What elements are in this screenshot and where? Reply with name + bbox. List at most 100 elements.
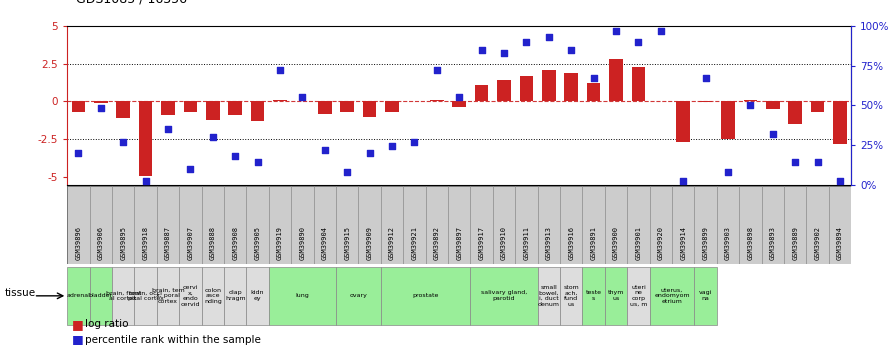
Text: GSM39891: GSM39891 xyxy=(590,226,597,260)
Point xyxy=(541,34,556,40)
Bar xyxy=(116,101,130,118)
Bar xyxy=(206,101,220,120)
Point xyxy=(72,150,86,156)
Bar xyxy=(497,80,511,101)
Text: GSM39906: GSM39906 xyxy=(98,226,104,260)
Point xyxy=(720,169,735,175)
Text: GSM39910: GSM39910 xyxy=(501,226,507,260)
Text: GSM39893: GSM39893 xyxy=(770,226,776,260)
Text: diap
hragm: diap hragm xyxy=(225,290,246,301)
Bar xyxy=(139,101,152,176)
Bar xyxy=(224,267,246,325)
Text: GSM39895: GSM39895 xyxy=(120,226,126,260)
Point xyxy=(295,95,310,100)
Bar xyxy=(363,101,376,117)
Bar xyxy=(717,186,739,264)
Bar xyxy=(833,101,847,144)
Point xyxy=(161,126,176,132)
Text: GSM39921: GSM39921 xyxy=(411,226,418,260)
Bar xyxy=(721,101,735,139)
Bar xyxy=(385,101,399,112)
Bar xyxy=(811,101,824,112)
Text: log ratio: log ratio xyxy=(85,319,129,329)
Text: GSM39892: GSM39892 xyxy=(434,226,440,260)
Text: GSM39897: GSM39897 xyxy=(456,226,462,260)
Bar xyxy=(269,267,336,325)
Bar xyxy=(273,100,287,101)
Text: salivary gland,
parotid: salivary gland, parotid xyxy=(481,290,527,301)
Bar xyxy=(475,85,488,101)
Point xyxy=(743,102,757,108)
Bar xyxy=(161,101,175,115)
Text: colon
asce
nding: colon asce nding xyxy=(204,287,221,304)
Text: brain, tem
x, poral
cortex: brain, tem x, poral cortex xyxy=(151,287,185,304)
Bar xyxy=(672,186,694,264)
Bar xyxy=(829,186,851,264)
Bar xyxy=(336,267,381,325)
Point xyxy=(832,179,847,184)
Point xyxy=(183,166,197,171)
Point xyxy=(586,76,600,81)
Point xyxy=(608,28,623,33)
Bar xyxy=(67,267,90,325)
Text: GSM39902: GSM39902 xyxy=(814,226,821,260)
Text: GSM39905: GSM39905 xyxy=(254,226,261,260)
Bar xyxy=(430,100,444,101)
Text: prostate: prostate xyxy=(412,293,439,298)
Point xyxy=(251,160,265,165)
Bar xyxy=(806,186,829,264)
Bar xyxy=(448,186,470,264)
Text: uterus,
endomyom
etrium: uterus, endomyom etrium xyxy=(654,287,690,304)
Text: tissue: tissue xyxy=(4,288,36,298)
Text: bladder: bladder xyxy=(89,293,113,298)
Point xyxy=(698,76,712,81)
Point xyxy=(519,39,533,45)
Bar xyxy=(269,186,291,264)
Text: ovary: ovary xyxy=(349,293,367,298)
Text: GSM39913: GSM39913 xyxy=(546,226,552,260)
Bar xyxy=(318,101,332,114)
Bar xyxy=(340,101,354,112)
Bar xyxy=(762,186,784,264)
Text: GSM39909: GSM39909 xyxy=(366,226,373,260)
Text: GSM39914: GSM39914 xyxy=(680,226,686,260)
Point xyxy=(317,147,332,152)
Point xyxy=(452,95,466,100)
Text: GSM39890: GSM39890 xyxy=(299,226,306,260)
Bar xyxy=(582,267,605,325)
Bar xyxy=(72,101,85,112)
Point xyxy=(385,144,400,149)
Point xyxy=(138,179,152,184)
Bar xyxy=(90,186,112,264)
Point xyxy=(810,160,824,165)
Bar xyxy=(766,101,780,109)
Bar xyxy=(403,186,426,264)
Text: GSM39896: GSM39896 xyxy=(75,226,82,260)
Text: lung: lung xyxy=(296,293,309,298)
Text: GSM39889: GSM39889 xyxy=(792,226,798,260)
Text: GSM39911: GSM39911 xyxy=(523,226,530,260)
Bar xyxy=(784,186,806,264)
Text: GSM39887: GSM39887 xyxy=(165,226,171,260)
Text: GSM39899: GSM39899 xyxy=(702,226,709,260)
Point xyxy=(653,28,668,33)
Point xyxy=(564,47,578,52)
Text: small
bowel,
i, duct
denum: small bowel, i, duct denum xyxy=(538,285,560,307)
Bar xyxy=(744,100,757,101)
Bar xyxy=(694,267,717,325)
Bar xyxy=(542,70,556,101)
Text: GSM39898: GSM39898 xyxy=(747,226,754,260)
Bar xyxy=(381,186,403,264)
Bar xyxy=(94,101,108,103)
Text: GSM39888: GSM39888 xyxy=(210,226,216,260)
Bar xyxy=(228,101,242,115)
Text: thym
us: thym us xyxy=(607,290,625,301)
Text: GSM39908: GSM39908 xyxy=(232,226,238,260)
Text: GSM39901: GSM39901 xyxy=(635,226,642,260)
Text: GSM39916: GSM39916 xyxy=(568,226,574,260)
Bar xyxy=(134,267,157,325)
Bar xyxy=(627,267,650,325)
Text: GSM39920: GSM39920 xyxy=(658,226,664,260)
Bar xyxy=(538,267,560,325)
Bar xyxy=(202,267,224,325)
